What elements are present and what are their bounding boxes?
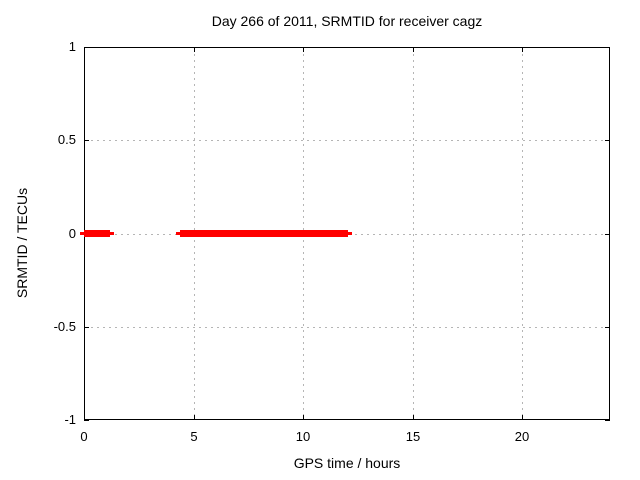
x-tick-top [84,47,85,52]
y-tick-label: -1 [64,412,76,427]
x-axis-label: GPS time / hours [293,455,401,471]
x-tick-top [522,47,523,52]
y-tick-right [605,140,610,141]
y-tick [84,140,89,141]
y-tick-right [605,420,610,421]
x-tick-label: 10 [295,429,311,444]
data-segment [180,230,348,237]
y-gridline [85,140,609,141]
y-tick-right [605,234,610,235]
x-tick [522,415,523,420]
data-segment [84,230,110,237]
x-tick-label: 5 [190,429,198,444]
y-tick [84,47,89,48]
y-tick-label: -0.5 [53,319,76,334]
y-tick-label: 0 [68,226,76,241]
y-tick [84,420,89,421]
chart-title: Day 266 of 2011, SRMTID for receiver cag… [211,13,483,29]
x-tick [303,415,304,420]
x-tick-label: 20 [514,429,530,444]
x-tick-label: 0 [80,429,88,444]
x-tick-label: 15 [405,429,421,444]
x-gridline [522,48,523,419]
y-gridline [85,327,609,328]
y-tick [84,327,89,328]
x-tick-top [194,47,195,52]
x-tick-top [303,47,304,52]
x-tick [84,415,85,420]
x-tick-top [413,47,414,52]
y-tick-right [605,327,610,328]
x-tick [194,415,195,420]
x-tick [413,415,414,420]
y-tick-right [605,47,610,48]
x-gridline [413,48,414,419]
y-tick-label: 0.5 [57,132,76,147]
y-tick-label: 1 [68,39,76,54]
